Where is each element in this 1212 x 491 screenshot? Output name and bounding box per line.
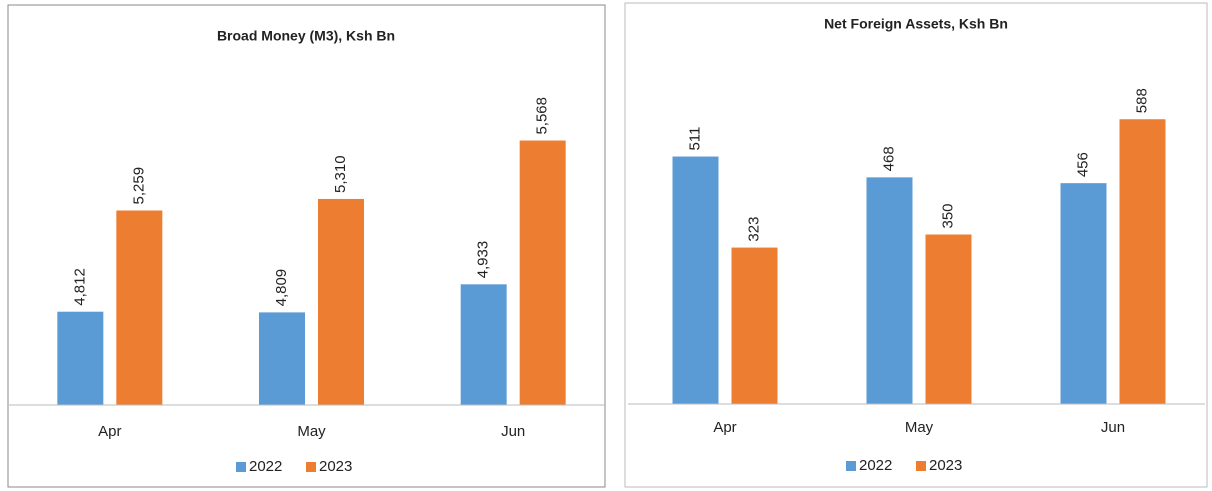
x-tick-label: Jun bbox=[1101, 419, 1125, 436]
legend-label: 2022 bbox=[859, 457, 892, 474]
data-label: 4,809 bbox=[273, 269, 290, 307]
data-label: 468 bbox=[880, 146, 897, 171]
data-label: 350 bbox=[939, 203, 956, 228]
bar bbox=[1119, 119, 1166, 405]
bar bbox=[925, 234, 972, 404]
bar bbox=[116, 210, 163, 405]
data-label: 5,568 bbox=[534, 97, 551, 135]
legend-swatch bbox=[846, 461, 856, 471]
legend-swatch bbox=[916, 461, 926, 471]
bar bbox=[460, 284, 507, 405]
bar bbox=[259, 312, 305, 405]
legend-swatch bbox=[306, 462, 316, 472]
legend-label: 2022 bbox=[249, 458, 282, 475]
left-panel bbox=[7, 4, 606, 488]
data-label: 588 bbox=[1133, 88, 1150, 113]
bar bbox=[519, 140, 566, 405]
data-label: 5,259 bbox=[130, 167, 147, 205]
chart-title: Broad Money (M3), Ksh Bn bbox=[217, 28, 395, 44]
legend-swatch bbox=[236, 462, 246, 472]
bar bbox=[731, 247, 778, 404]
data-label: 323 bbox=[745, 217, 762, 242]
x-tick-label: Apr bbox=[713, 419, 736, 436]
data-label: 5,310 bbox=[332, 155, 349, 193]
bar bbox=[1060, 183, 1107, 404]
x-tick-label: Apr bbox=[98, 423, 121, 440]
data-label: 456 bbox=[1074, 152, 1091, 177]
data-label: 511 bbox=[686, 127, 703, 151]
right-panel bbox=[624, 2, 1208, 488]
x-tick-label: May bbox=[297, 423, 326, 440]
chart-title: Net Foreign Assets, Ksh Bn bbox=[824, 16, 1008, 32]
bar bbox=[672, 156, 719, 404]
bar bbox=[318, 198, 364, 405]
x-tick-label: May bbox=[905, 419, 934, 436]
data-label: 4,812 bbox=[71, 268, 88, 306]
legend-label: 2023 bbox=[929, 457, 962, 474]
x-tick-label: Jun bbox=[501, 423, 525, 440]
data-label: 4,933 bbox=[475, 241, 492, 279]
bar bbox=[866, 177, 913, 404]
legend-label: 2023 bbox=[319, 458, 352, 475]
bar bbox=[57, 311, 104, 405]
